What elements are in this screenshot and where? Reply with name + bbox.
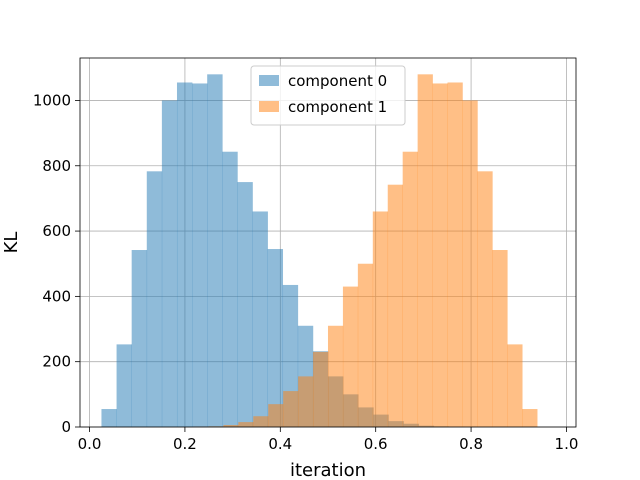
histogram-bar [522,409,538,427]
x-axis-ticks: 0.0 0.2 0.4 0.6 0.8 1.0 [78,427,579,453]
histogram-bar [131,250,148,427]
histogram-bar [447,82,463,427]
y-axis-ticks: 0 200 400 600 800 1000 [33,91,80,436]
histogram-bar [101,409,117,427]
histogram-bar [313,351,329,427]
histogram-bar [116,344,132,427]
y-tick-label: 400 [42,287,71,305]
histogram-bar [161,100,178,427]
histogram-bar [283,391,299,427]
y-tick-label: 1000 [33,91,71,109]
x-tick-label: 0.8 [459,435,483,453]
histogram-bar [223,425,239,427]
y-tick-label: 200 [42,353,71,371]
legend-box [250,65,406,126]
histogram-bar [372,211,389,427]
histogram-bar [192,83,208,427]
histogram-bar [327,325,344,427]
histogram-bar [252,211,268,427]
histogram-bar [222,151,238,427]
histogram-bar [238,422,254,427]
histogram-bar [207,74,223,428]
histogram-bar [342,286,359,427]
histogram-bars [101,74,538,428]
y-tick-label: 0 [61,418,71,436]
histogram-bar [507,344,523,427]
histogram-bar [477,171,493,427]
x-axis-label: iteration [290,460,366,480]
histogram-bar [462,100,478,427]
histogram-bar [237,182,253,427]
y-axis-label: KL [1,232,22,254]
histogram-bar [357,263,374,427]
histogram-bar [268,404,284,427]
histogram-bar [253,416,269,427]
legend-swatch [259,75,279,86]
legend-label: component 1 [288,98,387,116]
y-tick-label: 800 [42,157,71,175]
legend-swatch [259,101,279,112]
histogram-bar [432,83,448,427]
histogram-bar [387,184,403,427]
x-tick-label: 1.0 [555,435,579,453]
legend: component 0 component 1 [250,65,406,126]
histogram-bar [492,250,508,427]
series-1-bars [193,74,538,428]
histogram-bar [417,74,433,428]
histogram-bar [298,376,314,427]
histogram-bar [402,151,418,427]
histogram-bar [267,249,284,427]
plot-frame [79,57,577,428]
x-tick-label: 0.6 [364,435,388,453]
y-tick-label: 600 [42,222,71,240]
x-tick-label: 0.4 [268,435,292,453]
legend-label: component 0 [288,72,387,90]
x-tick-label: 0.0 [78,435,102,453]
histogram-bar [176,82,193,427]
x-tick-label: 0.2 [173,435,197,453]
histogram-bar [146,171,163,427]
